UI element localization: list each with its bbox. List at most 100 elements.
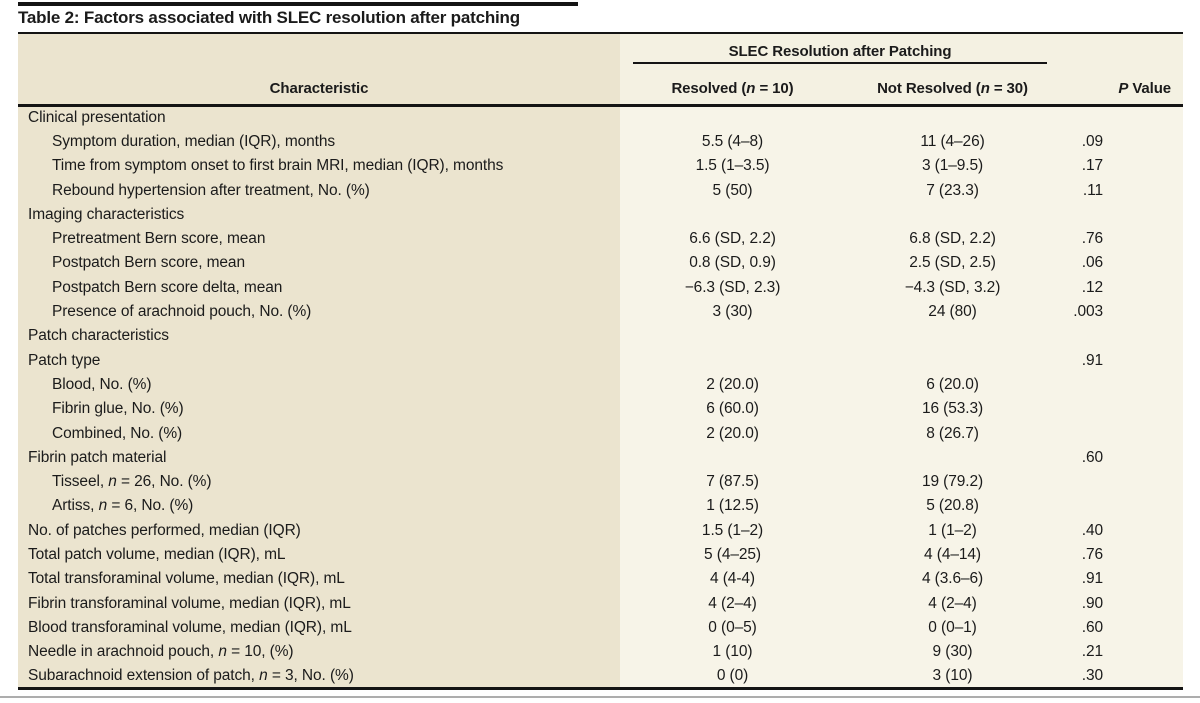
resolved-value-cell: 6 (60.0) <box>620 397 845 422</box>
characteristic-cell: Subarachnoid extension of patch, n = 3, … <box>18 664 620 691</box>
not-resolved-value-cell: 3 (10) <box>845 664 1061 691</box>
resolved-value-cell: 0.8 (SD, 0.9) <box>620 251 845 276</box>
resolved-value-cell <box>620 105 845 130</box>
p-value-cell: .21 <box>1060 640 1184 665</box>
resolved-value-cell: 0 (0) <box>620 664 845 691</box>
p-value-cell: .76 <box>1060 226 1184 252</box>
characteristic-cell: Patch characteristics <box>18 324 620 349</box>
p-value-cell: .06 <box>1060 251 1184 276</box>
not-resolved-value-cell: 11 (4–26) <box>845 129 1061 155</box>
not-resolved-value-cell <box>845 202 1061 227</box>
not-resolved-value-cell: 0 (0–1) <box>845 615 1061 641</box>
not-resolved-value-cell: 24 (80) <box>845 299 1061 325</box>
p-value-cell: .003 <box>1060 299 1184 325</box>
resolved-value-cell: 5.5 (4–8) <box>620 129 845 155</box>
not-resolved-value-cell: 6 (20.0) <box>845 372 1061 398</box>
table-row: Fibrin glue, No. (%) 6 (60.0) 16 (53.3) <box>18 397 1184 422</box>
table-row: Total transforaminal volume, median (IQR… <box>18 567 1184 592</box>
characteristic-cell: Fibrin glue, No. (%) <box>18 397 620 422</box>
table-container: Characteristic SLEC Resolution after Pat… <box>18 32 1184 691</box>
p-value-cell: .30 <box>1060 664 1184 691</box>
table-row: Symptom duration, median (IQR), months 5.… <box>18 129 1184 155</box>
p-value-cell: .60 <box>1060 445 1184 470</box>
characteristic-cell: Symptom duration, median (IQR), months <box>18 129 620 155</box>
resolved-value-cell: 1.5 (1–3.5) <box>620 154 845 179</box>
resolved-value-cell: 1 (10) <box>620 640 845 665</box>
table-row: Patch characteristics <box>18 324 1184 349</box>
resolved-value-cell: 2 (20.0) <box>620 421 845 446</box>
p-value-cell: .17 <box>1060 154 1184 179</box>
p-value-cell: .76 <box>1060 542 1184 568</box>
factors-table: Characteristic SLEC Resolution after Pat… <box>18 34 1184 691</box>
characteristic-cell: Clinical presentation <box>18 105 620 130</box>
not-resolved-value-cell: −4.3 (SD, 3.2) <box>845 275 1061 300</box>
not-resolved-value-cell: 6.8 (SD, 2.2) <box>845 226 1061 252</box>
resolved-value-cell: 0 (0–5) <box>620 615 845 641</box>
characteristic-cell: Fibrin patch material <box>18 445 620 470</box>
characteristic-cell: Presence of arachnoid pouch, No. (%) <box>18 299 620 325</box>
resolved-value-cell <box>620 348 845 373</box>
characteristic-cell: Rebound hypertension after treatment, No… <box>18 178 620 203</box>
table-row: Clinical presentation <box>18 105 1184 130</box>
p-value-cell: .91 <box>1060 567 1184 592</box>
not-resolved-value-cell: 4 (4–14) <box>845 542 1061 568</box>
p-value-cell <box>1060 469 1184 495</box>
table-row: Rebound hypertension after treatment, No… <box>18 178 1184 203</box>
p-value-cell <box>1060 372 1184 398</box>
resolved-value-cell: 1.5 (1–2) <box>620 518 845 543</box>
characteristic-cell: Time from symptom onset to first brain M… <box>18 154 620 179</box>
resolved-value-cell: 5 (4–25) <box>620 542 845 568</box>
table-row: Presence of arachnoid pouch, No. (%) 3 (3… <box>18 299 1184 325</box>
characteristic-cell: Total transforaminal volume, median (IQR… <box>18 567 620 592</box>
p-value-cell: .60 <box>1060 615 1184 641</box>
p-value-cell: .90 <box>1060 591 1184 616</box>
table-row: Blood, No. (%) 2 (20.0) 6 (20.0) <box>18 372 1184 398</box>
resolved-value-cell: 4 (2–4) <box>620 591 845 616</box>
characteristic-cell: Imaging characteristics <box>18 202 620 227</box>
characteristic-cell: Blood, No. (%) <box>18 372 620 398</box>
characteristic-cell: Postpatch Bern score delta, mean <box>18 275 620 300</box>
resolved-value-cell: 1 (12.5) <box>620 494 845 519</box>
table-row: Time from symptom onset to first brain M… <box>18 154 1184 179</box>
characteristic-header: Characteristic <box>18 34 620 107</box>
table-row: Blood transforaminal volume, median (IQR… <box>18 615 1184 641</box>
characteristic-cell: Artiss, n = 6, No. (%) <box>18 494 620 519</box>
not-resolved-value-cell: 4 (3.6–6) <box>845 567 1061 592</box>
table-row: Imaging characteristics <box>18 202 1184 227</box>
resolved-value-cell <box>620 202 845 227</box>
p-value-cell <box>1060 324 1184 349</box>
not-resolved-value-cell: 2.5 (SD, 2.5) <box>845 251 1061 276</box>
p-value-cell: .91 <box>1060 348 1184 373</box>
table-row: Combined, No. (%) 2 (20.0) 8 (26.7) <box>18 421 1184 446</box>
table-row: Patch type .91 <box>18 348 1184 373</box>
resolved-value-cell: 2 (20.0) <box>620 372 845 398</box>
resolved-value-cell: 6.6 (SD, 2.2) <box>620 226 845 252</box>
table-row: Fibrin patch material .60 <box>18 445 1184 470</box>
not-resolved-value-cell: 19 (79.2) <box>845 469 1061 495</box>
not-resolved-header: Not Resolved (n = 30) <box>845 64 1061 107</box>
characteristic-cell: Combined, No. (%) <box>18 421 620 446</box>
not-resolved-value-cell <box>845 445 1061 470</box>
p-value-cell: .09 <box>1060 129 1184 155</box>
not-resolved-value-cell: 8 (26.7) <box>845 421 1061 446</box>
table-row: Needle in arachnoid pouch, n = 10, (%) 1 … <box>18 640 1184 665</box>
not-resolved-value-cell: 4 (2–4) <box>845 591 1061 616</box>
not-resolved-value-cell: 9 (30) <box>845 640 1061 665</box>
table-title: Table 2: Factors associated with SLEC re… <box>18 8 520 27</box>
resolved-value-cell: −6.3 (SD, 2.3) <box>620 275 845 300</box>
not-resolved-value-cell: 3 (1–9.5) <box>845 154 1061 179</box>
not-resolved-value-cell <box>845 324 1061 349</box>
characteristic-cell: No. of patches performed, median (IQR) <box>18 518 620 543</box>
p-value-cell <box>1060 105 1184 130</box>
characteristic-cell: Needle in arachnoid pouch, n = 10, (%) <box>18 640 620 665</box>
characteristic-cell: Postpatch Bern score, mean <box>18 251 620 276</box>
table-row: Artiss, n = 6, No. (%) 1 (12.5) 5 (20.8) <box>18 494 1184 519</box>
resolved-value-cell <box>620 445 845 470</box>
resolved-value-cell: 4 (4-4) <box>620 567 845 592</box>
not-resolved-value-cell: 7 (23.3) <box>845 178 1061 203</box>
characteristic-cell: Pretreatment Bern score, mean <box>18 226 620 252</box>
resolved-value-cell: 5 (50) <box>620 178 845 203</box>
p-value-cell: .12 <box>1060 275 1184 300</box>
not-resolved-value-cell: 16 (53.3) <box>845 397 1061 422</box>
table-row: Tisseel, n = 26, No. (%) 7 (87.5) 19 (79.2… <box>18 469 1184 495</box>
